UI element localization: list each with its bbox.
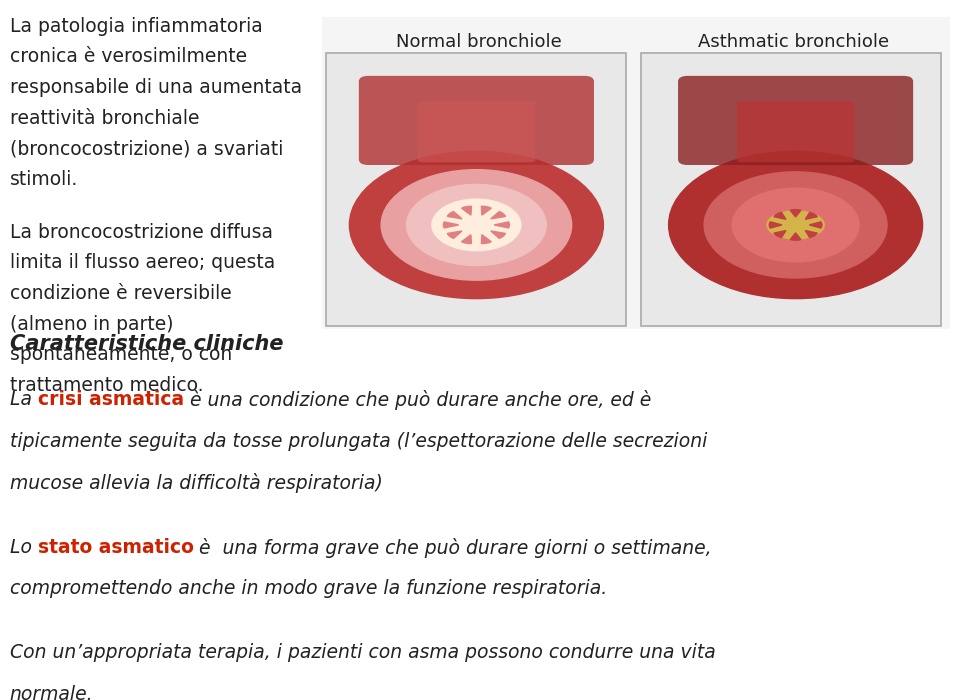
Wedge shape <box>491 231 505 238</box>
FancyBboxPatch shape <box>737 101 854 162</box>
Text: è una condizione che può durare anche ore, ed è: è una condizione che può durare anche or… <box>183 390 651 410</box>
Text: Lo: Lo <box>10 538 37 556</box>
Text: trattamento medico.: trattamento medico. <box>10 376 204 395</box>
Text: spontaneamente, o con: spontaneamente, o con <box>10 345 232 365</box>
Wedge shape <box>447 211 462 219</box>
Text: è  una forma grave che può durare giorni o settimane,: è una forma grave che può durare giorni … <box>194 538 712 557</box>
Wedge shape <box>494 222 510 228</box>
Text: cronica è verosimilmente: cronica è verosimilmente <box>10 48 247 66</box>
Text: (broncocostrizione) a svariati: (broncocostrizione) a svariati <box>10 139 283 158</box>
Text: stato asmatico: stato asmatico <box>37 538 194 556</box>
Wedge shape <box>769 222 781 228</box>
Wedge shape <box>809 222 822 228</box>
Text: normale.: normale. <box>10 685 93 700</box>
Wedge shape <box>774 212 786 219</box>
FancyBboxPatch shape <box>418 101 535 162</box>
Circle shape <box>668 151 923 299</box>
Text: Normal bronchiole: Normal bronchiole <box>396 34 562 51</box>
Text: La patologia infiammatoria: La patologia infiammatoria <box>10 17 262 36</box>
FancyBboxPatch shape <box>359 76 594 165</box>
Circle shape <box>704 172 887 278</box>
Text: La broncocostrizione diffusa: La broncocostrizione diffusa <box>10 223 273 241</box>
Circle shape <box>381 169 571 280</box>
Text: responsabile di una aumentata: responsabile di una aumentata <box>10 78 301 97</box>
Text: La: La <box>10 390 37 409</box>
Wedge shape <box>491 211 505 219</box>
Wedge shape <box>805 212 817 219</box>
Circle shape <box>432 199 521 251</box>
Text: stimoli.: stimoli. <box>10 170 78 189</box>
Wedge shape <box>462 206 471 215</box>
Wedge shape <box>774 230 786 237</box>
Text: Con un’appropriata terapia, i pazienti con asma possono condurre una vita: Con un’appropriata terapia, i pazienti c… <box>10 643 715 662</box>
Wedge shape <box>462 234 471 244</box>
Text: reattività bronchiale: reattività bronchiale <box>10 108 199 127</box>
Circle shape <box>732 188 859 262</box>
Wedge shape <box>444 222 459 228</box>
Text: compromettendo anche in modo grave la funzione respiratoria.: compromettendo anche in modo grave la fu… <box>10 580 607 598</box>
Ellipse shape <box>767 211 825 239</box>
FancyBboxPatch shape <box>641 53 941 326</box>
Wedge shape <box>447 231 462 238</box>
Text: limita il flusso aereo; questa: limita il flusso aereo; questa <box>10 253 275 272</box>
Wedge shape <box>790 233 801 240</box>
FancyBboxPatch shape <box>678 76 913 165</box>
Text: tipicamente seguita da tosse prolungata (l’espettorazione delle secrezioni: tipicamente seguita da tosse prolungata … <box>10 432 707 451</box>
Text: condizione è reversibile: condizione è reversibile <box>10 284 231 303</box>
Wedge shape <box>805 230 817 237</box>
FancyBboxPatch shape <box>322 17 950 328</box>
Wedge shape <box>481 206 492 215</box>
Wedge shape <box>481 234 492 244</box>
Text: (almeno in parte): (almeno in parte) <box>10 315 173 334</box>
Text: Asthmatic bronchiole: Asthmatic bronchiole <box>698 34 889 51</box>
Text: crisi asmatica: crisi asmatica <box>37 390 183 409</box>
Wedge shape <box>790 209 801 217</box>
FancyBboxPatch shape <box>326 53 627 326</box>
Text: mucose allevia la difficoltà respiratoria): mucose allevia la difficoltà respiratori… <box>10 473 382 494</box>
Circle shape <box>349 151 604 299</box>
Circle shape <box>406 184 546 265</box>
Text: Caratteristiche cliniche: Caratteristiche cliniche <box>10 334 283 354</box>
